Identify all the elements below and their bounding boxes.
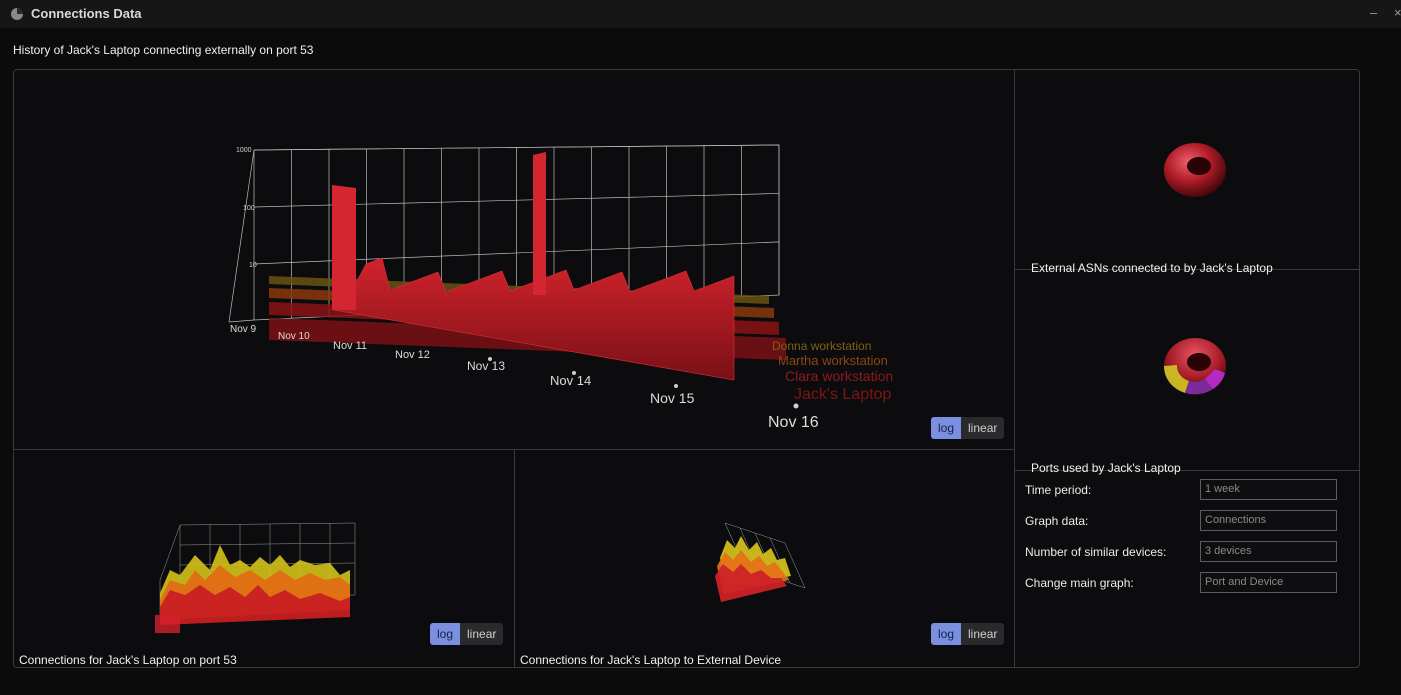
right-log-button[interactable]: log bbox=[931, 623, 962, 645]
vertical-divider bbox=[1014, 70, 1015, 667]
ports-torus-chart[interactable] bbox=[1155, 335, 1235, 401]
x-tick-nov11: Nov 11 bbox=[333, 340, 367, 352]
left-scale-toggle: log linear bbox=[430, 623, 504, 645]
time-period-field[interactable]: 1 week bbox=[1200, 479, 1337, 500]
x-tick-nov15: Nov 15 bbox=[650, 390, 695, 406]
x-tick-nov10: Nov 10 bbox=[278, 331, 310, 342]
left-linear-button[interactable]: linear bbox=[460, 623, 504, 645]
graph-data-label: Graph data: bbox=[1025, 514, 1089, 528]
page-title: History of Jack's Laptop connecting exte… bbox=[13, 43, 314, 57]
window-title: Connections Data bbox=[31, 6, 142, 21]
x-tick-markers bbox=[488, 357, 799, 409]
y-tick-100: 100 bbox=[243, 205, 255, 212]
log-button[interactable]: log bbox=[931, 417, 962, 439]
horizontal-divider bbox=[14, 449, 1014, 450]
series-label-jack: Jack's Laptop bbox=[794, 386, 891, 403]
asn-panel-title: External ASNs connected to by Jack's Lap… bbox=[1031, 261, 1273, 275]
right-scale-toggle: log linear bbox=[931, 623, 1005, 645]
minimize-icon[interactable]: – bbox=[1370, 5, 1378, 20]
port53-panel-title: Connections for Jack's Laptop on port 53 bbox=[19, 653, 237, 667]
series-label-martha: Martha workstation bbox=[778, 353, 888, 368]
similar-devices-label: Number of similar devices: bbox=[1025, 545, 1167, 559]
linear-button[interactable]: linear bbox=[961, 417, 1005, 439]
side-divider-1 bbox=[1014, 269, 1360, 270]
series-label-clara: Clara workstation bbox=[785, 368, 893, 384]
close-icon[interactable]: × bbox=[1394, 5, 1401, 20]
right-linear-button[interactable]: linear bbox=[961, 623, 1005, 645]
main-graph-label: Change main graph: bbox=[1025, 576, 1134, 590]
x-tick-nov13: Nov 13 bbox=[467, 359, 505, 373]
y-tick-10: 10 bbox=[249, 262, 257, 269]
x-tick-nov16: Nov 16 bbox=[768, 414, 819, 431]
external-device-panel-title: Connections for Jack's Laptop to Externa… bbox=[520, 653, 782, 667]
pie-chart-icon bbox=[11, 8, 23, 20]
main-graph-field[interactable]: Port and Device bbox=[1200, 572, 1337, 593]
main-3d-chart[interactable]: 1000 100 10 Nov 9 Nov 10 Nov 11 Nov 12 N… bbox=[14, 70, 1014, 449]
title-bar: Connections Data – × bbox=[0, 0, 1401, 28]
x-tick-nov14: Nov 14 bbox=[550, 373, 591, 388]
time-period-label: Time period: bbox=[1025, 483, 1092, 497]
series-label-donna: Donna workstation bbox=[772, 339, 871, 353]
data-spike-nov13 bbox=[533, 152, 546, 295]
bottom-divider bbox=[514, 450, 515, 667]
main-scale-toggle: log linear bbox=[931, 417, 1005, 439]
y-tick-1000: 1000 bbox=[236, 147, 252, 154]
x-tick-nov9: Nov 9 bbox=[230, 324, 257, 335]
graph-data-field[interactable]: Connections bbox=[1200, 510, 1337, 531]
external-device-3d-chart[interactable] bbox=[705, 518, 825, 610]
asn-torus-chart[interactable] bbox=[1155, 140, 1235, 200]
data-spike-nov10 bbox=[332, 185, 356, 310]
x-tick-nov12: Nov 12 bbox=[395, 349, 430, 361]
side-divider-2 bbox=[1014, 470, 1360, 471]
ports-panel-title: Ports used by Jack's Laptop bbox=[1031, 461, 1181, 475]
similar-devices-field[interactable]: 3 devices bbox=[1200, 541, 1337, 562]
port53-3d-chart[interactable] bbox=[140, 515, 420, 645]
left-log-button[interactable]: log bbox=[430, 623, 461, 645]
